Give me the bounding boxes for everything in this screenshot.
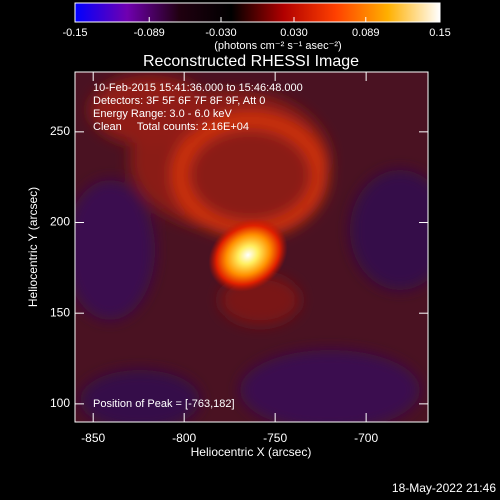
y-tick-label: 150 — [50, 305, 70, 319]
annotation: 10-Feb-2015 15:41:36.000 to 15:46:48.000 — [93, 82, 303, 94]
colorbar-tick-label: -0.089 — [134, 27, 165, 39]
image — [75, 72, 428, 422]
annotation: Clean Total counts: 2.16E+04 — [93, 121, 249, 133]
x-axis-label: Heliocentric X (arcsec) — [191, 445, 312, 459]
annotation: Energy Range: 3.0 - 6.0 keV — [93, 108, 232, 120]
colorbar — [75, 3, 440, 22]
x-tick-label: -700 — [354, 431, 378, 445]
colorbar-label: (photons cm⁻² s⁻¹ asec⁻²) — [214, 40, 341, 52]
timestamp: 18-May-2022 21:46 — [392, 481, 496, 495]
colorbar-tick-label: -0.15 — [62, 27, 87, 39]
x-tick-label: -800 — [172, 431, 196, 445]
peak-label: Position of Peak = [-763,182] — [93, 398, 235, 410]
colorbar-tick-label: 0.15 — [429, 27, 450, 39]
chart-title: Reconstructed RHESSI Image — [143, 53, 359, 70]
colorbar-tick-label: -0.030 — [205, 27, 236, 39]
y-tick-label: 200 — [50, 215, 70, 229]
colorbar-tick-label: 0.030 — [280, 27, 308, 39]
y-tick-label: 100 — [50, 396, 70, 410]
y-tick-label: 250 — [50, 124, 70, 138]
x-tick-label: -750 — [263, 431, 287, 445]
y-axis-label: Heliocentric Y (arcsec) — [26, 187, 40, 307]
x-tick-label: -850 — [81, 431, 105, 445]
colorbar-frame — [74, 2, 441, 23]
plot-frame — [74, 71, 429, 423]
colorbar-tick-label: 0.089 — [352, 27, 380, 39]
annotation: Detectors: 3F 5F 6F 7F 8F 9F, Att 0 — [93, 95, 265, 107]
